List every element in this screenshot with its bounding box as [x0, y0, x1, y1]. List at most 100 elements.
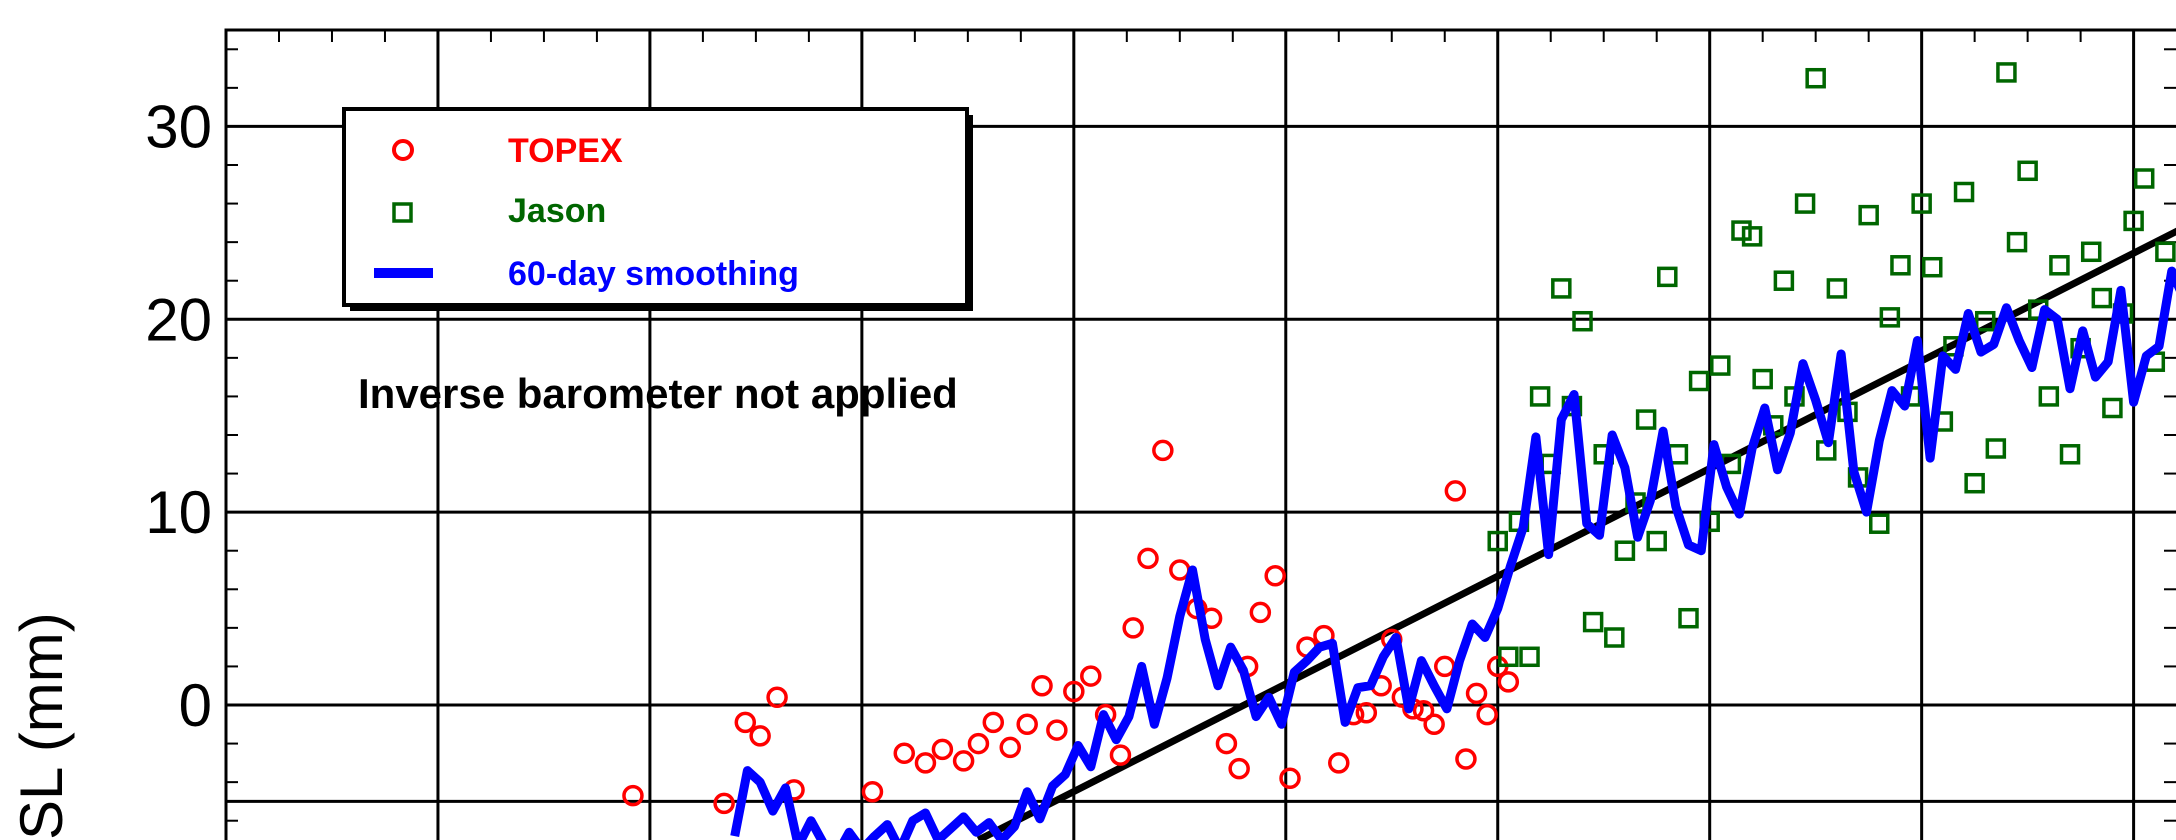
jason-point	[1985, 438, 2007, 459]
legend: TOPEX Jason 60-day smoothing	[342, 107, 973, 311]
jason-point	[1614, 540, 1636, 561]
legend-box	[342, 107, 969, 307]
topex-point	[1264, 565, 1286, 587]
topex-point	[1016, 713, 1038, 736]
topex-point	[952, 750, 975, 772]
jason-point	[1922, 256, 1943, 278]
topex-point	[1122, 617, 1144, 639]
plot-frame	[224, 28, 2176, 840]
legend-topex-label: TOPEX	[508, 132, 623, 170]
topex-point	[1328, 752, 1350, 774]
topex-point	[1465, 682, 1488, 705]
y-tick-label: 0	[179, 672, 212, 739]
jason-point	[2080, 241, 2102, 263]
jason-point	[2017, 160, 2038, 182]
jason-point	[2133, 168, 2155, 189]
y-tick-label: 20	[145, 286, 212, 353]
topex-series	[622, 439, 1520, 815]
jason-point	[2102, 397, 2123, 419]
jason-point	[1996, 62, 2017, 83]
legend-jason-label: Jason	[508, 192, 606, 230]
jason-point	[1731, 220, 1752, 241]
legend-smoothing-label: 60-day smoothing	[508, 255, 799, 293]
topex-point	[766, 686, 788, 709]
topex-point	[1412, 700, 1435, 722]
trend-line	[976, 227, 2176, 840]
topex-point	[967, 732, 990, 755]
annotation-text: Inverse barometer not applied	[358, 370, 958, 417]
topex-point	[1249, 601, 1272, 624]
topex-point	[1228, 757, 1250, 780]
topex-point	[1423, 713, 1445, 736]
topex-point	[982, 711, 1005, 734]
jason-point	[2038, 386, 2060, 407]
y-tick-labels: 30 20 10 0	[145, 93, 212, 739]
minor-ticks	[225, 30, 2176, 822]
jason-point	[1678, 607, 1699, 629]
jason-point	[1794, 193, 1816, 214]
jason-point	[2049, 255, 2070, 276]
smoothing-line	[730, 266, 2176, 840]
topex-point	[749, 725, 771, 747]
topex-point	[1046, 719, 1068, 741]
jason-point	[1826, 278, 1848, 299]
jason-point	[2006, 231, 2028, 253]
topex-point	[713, 792, 735, 815]
jason-point	[1551, 278, 1572, 299]
jason-point	[1519, 646, 1540, 668]
jason-point	[1657, 266, 1678, 288]
jason-point	[1529, 386, 1551, 407]
jason-point	[1911, 193, 1932, 214]
topex-point	[1497, 671, 1520, 693]
jason-point	[1858, 204, 1879, 226]
topex-point	[1434, 655, 1456, 678]
jason-point	[1879, 307, 1901, 328]
trend-line-path	[976, 227, 2176, 840]
jason-point	[1487, 530, 1508, 552]
jason-point	[2123, 210, 2144, 232]
jason-point	[1953, 181, 1975, 203]
topex-point	[1279, 767, 1301, 790]
jason-point	[1974, 310, 1996, 332]
jason-point	[1890, 255, 1911, 276]
jason-point	[2091, 287, 2113, 309]
topex-point	[1455, 748, 1477, 770]
topex-point	[1169, 559, 1191, 581]
topex-point	[1063, 680, 1085, 703]
topex-point	[1444, 480, 1467, 502]
jason-point	[1752, 368, 1773, 390]
jason-point	[1498, 646, 1519, 668]
y-axis-label: SL (mm)	[8, 612, 75, 840]
jason-point	[1805, 67, 1826, 89]
topex-point	[1080, 665, 1102, 687]
topex-point	[1152, 439, 1174, 462]
topex-point	[734, 711, 757, 734]
topex-point	[914, 752, 937, 774]
topex-point	[1031, 674, 1053, 697]
jason-point	[1964, 472, 1985, 494]
topex-point	[999, 736, 1021, 759]
jason-point	[1688, 370, 1710, 392]
topex-point	[1109, 744, 1132, 766]
jason-point	[1710, 355, 1731, 376]
legend-jason-marker	[392, 202, 413, 223]
topex-point	[1137, 547, 1159, 570]
jason-point	[1869, 513, 1890, 534]
y-tick-label: 10	[145, 479, 212, 546]
jason-point	[1582, 611, 1604, 633]
jason-point	[1773, 270, 1795, 291]
jason-point	[2059, 444, 2081, 465]
legend-topex-marker	[392, 139, 414, 161]
jason-point	[1572, 310, 1593, 332]
topex-point	[931, 738, 954, 761]
jason-point	[1604, 627, 1625, 648]
jason-point	[1646, 530, 1667, 552]
topex-point	[1355, 701, 1378, 724]
y-tick-label: 30	[145, 93, 212, 160]
topex-point	[622, 784, 644, 807]
topex-point	[1215, 732, 1238, 755]
jason-point	[1741, 226, 1763, 247]
smoothing-series	[730, 266, 2176, 840]
jason-point	[1635, 409, 1657, 430]
